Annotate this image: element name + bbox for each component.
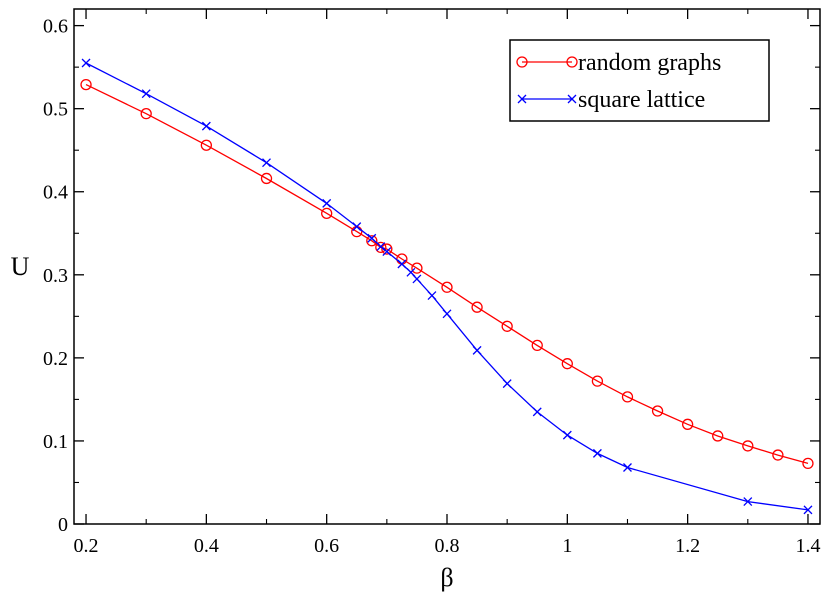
data-point (621, 391, 634, 403)
data-point (352, 222, 362, 232)
data-point (651, 405, 664, 417)
y-tick-label: 0.5 (43, 99, 68, 121)
data-point (140, 108, 152, 120)
x-axis-title: β (440, 563, 453, 592)
data-point (502, 379, 512, 389)
legend-item-random-graphs: random graphs (516, 50, 721, 76)
data-point (141, 89, 151, 99)
x-tick-label: 0.6 (314, 535, 339, 557)
data-point (375, 241, 387, 254)
data-point (262, 158, 271, 168)
data-point (803, 505, 813, 515)
series-line-random-graphs (85, 84, 809, 465)
data-point (562, 430, 572, 440)
data-point (201, 121, 211, 131)
data-point (441, 281, 453, 293)
data-point (200, 139, 213, 151)
x-tick-label: 1.2 (675, 535, 700, 557)
x-tick-label: 1.4 (795, 535, 820, 557)
data-point (772, 449, 784, 461)
data-point (411, 262, 423, 274)
data-point (366, 235, 378, 247)
legend-box (509, 39, 770, 122)
data-point (501, 320, 513, 332)
data-point (712, 430, 724, 442)
data-point (376, 242, 386, 252)
y-tick-label: 0.4 (43, 182, 68, 204)
data-point (623, 463, 632, 472)
data-point (743, 497, 753, 507)
data-point (367, 233, 377, 243)
data-point (81, 58, 91, 68)
y-tick-label: 0.1 (43, 431, 68, 453)
series-line-square-lattice (85, 62, 809, 511)
legend-label-random-graphs: random graphs (578, 50, 721, 76)
data-point (532, 407, 542, 417)
legend: random graphs square lattice (509, 39, 770, 122)
legend-marker-right-random-graphs (566, 56, 578, 68)
series-square-lattice (81, 58, 813, 515)
legend-marker-left-random-graphs (516, 56, 528, 68)
y-tick-label: 0.3 (43, 265, 68, 287)
axis-ticks: 0.2 0.4 0.6 0.8 1 1.2 1.4 0 0.1 0.2 0.3 0.4 0.5 0.6 (43, 9, 820, 557)
series-layer (80, 58, 814, 515)
data-point (382, 247, 392, 257)
data-point (531, 339, 543, 352)
x-tick-label: 0.2 (74, 535, 99, 557)
data-point (591, 375, 604, 387)
data-point (260, 172, 273, 185)
data-point (742, 440, 754, 452)
data-point (802, 457, 814, 470)
legend-label-square-lattice: square lattice (578, 87, 705, 113)
y-axis-title: U (11, 252, 30, 281)
data-point (681, 418, 694, 430)
x-tick-label: 1 (562, 535, 572, 557)
data-point (381, 243, 393, 255)
legend-marker-right-square-lattice (567, 94, 577, 104)
data-point (397, 259, 407, 269)
data-point (321, 207, 333, 219)
data-point (592, 448, 602, 458)
data-point (471, 301, 483, 313)
series-random-graphs (80, 78, 814, 470)
y-tick-label: 0.2 (43, 348, 68, 370)
x-tick-label: 0.4 (194, 535, 219, 557)
y-tick-label: 0 (58, 514, 68, 536)
legend-marker-left-square-lattice (517, 94, 527, 104)
y-tick-label: 0.6 (43, 16, 68, 38)
data-point (412, 274, 422, 284)
x-tick-label: 0.8 (435, 535, 460, 557)
data-point (427, 291, 437, 301)
data-point (472, 345, 482, 355)
legend-item-square-lattice: square lattice (517, 87, 705, 113)
data-point (442, 309, 452, 319)
data-point (561, 358, 573, 370)
data-point (80, 78, 92, 91)
data-point (322, 198, 332, 208)
